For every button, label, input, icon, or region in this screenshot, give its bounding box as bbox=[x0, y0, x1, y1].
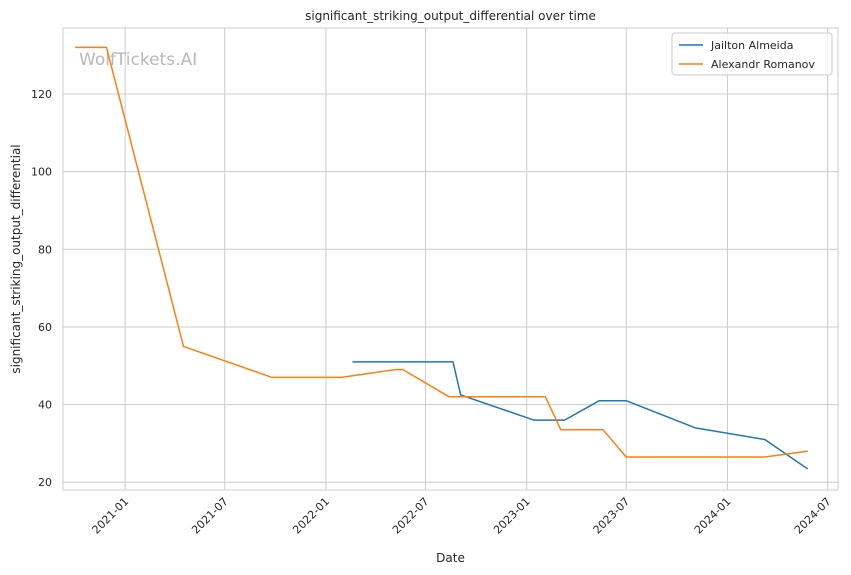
series-line-1 bbox=[74, 46, 808, 458]
plot-area bbox=[62, 27, 839, 491]
y-axis-title: significant_striking_output_differential bbox=[9, 144, 23, 373]
x-tick-label: 2021-01 bbox=[90, 495, 132, 537]
x-tick-label: 2023-01 bbox=[491, 495, 533, 537]
x-tick-label: 2022-07 bbox=[390, 495, 432, 537]
x-axis-title: Date bbox=[436, 551, 465, 565]
x-tick-label: 2021-07 bbox=[189, 495, 231, 537]
y-tick-label: 20 bbox=[38, 476, 52, 489]
chart-title: significant_striking_output_differential… bbox=[305, 9, 596, 23]
y-tick-label: 40 bbox=[38, 399, 52, 412]
y-tick-label: 120 bbox=[31, 88, 52, 101]
y-axis-ticks: 20 40 60 80 100 120 bbox=[31, 88, 52, 489]
gridlines bbox=[63, 28, 838, 490]
x-tick-label: 2022-01 bbox=[290, 495, 332, 537]
legend-box bbox=[671, 32, 833, 76]
y-tick-label: 60 bbox=[38, 321, 52, 334]
watermark: WolfTickets.AI bbox=[79, 50, 197, 70]
x-axis-ticks: 2021-01 2021-07 2022-01 2022-07 2023-01 2023-… bbox=[90, 495, 834, 537]
legend-label: Jailton Almeida bbox=[710, 39, 793, 52]
x-tick-label: 2023-07 bbox=[591, 495, 633, 537]
legend: Jailton Almeida Alexandr Romanov bbox=[671, 32, 833, 76]
legend-label: Alexandr Romanov bbox=[711, 58, 815, 71]
y-tick-label: 100 bbox=[31, 166, 52, 179]
x-tick-label: 2024-01 bbox=[692, 495, 734, 537]
series-lines bbox=[74, 46, 808, 470]
y-tick-label: 80 bbox=[38, 243, 52, 256]
series-line-0 bbox=[352, 361, 808, 470]
x-tick-label: 2024-07 bbox=[792, 495, 834, 537]
